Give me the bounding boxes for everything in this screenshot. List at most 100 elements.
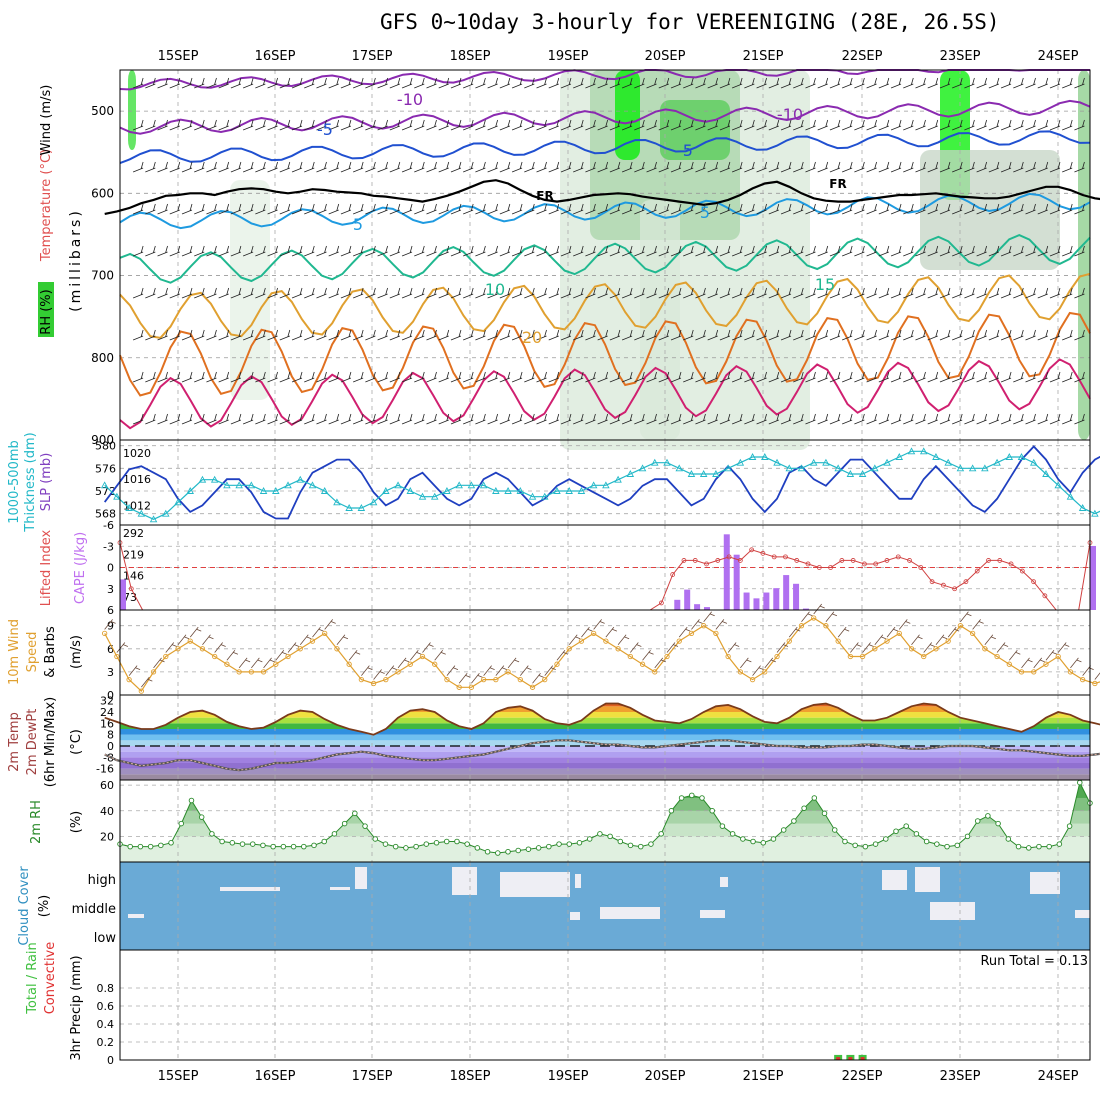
wind-barb	[401, 245, 413, 257]
wind-barb	[842, 329, 853, 341]
wind-barb	[218, 329, 230, 341]
wind-barb	[194, 413, 205, 425]
wind-barb	[279, 77, 291, 89]
wind-barb	[890, 287, 902, 299]
wind-barb	[304, 77, 315, 89]
wind-barb	[829, 245, 841, 257]
wind-barb	[695, 287, 706, 299]
rh-point	[954, 842, 961, 849]
wind-barb	[438, 77, 450, 89]
rh-point	[1046, 843, 1052, 850]
wind-speed-point	[456, 684, 462, 690]
wind-barb	[707, 287, 719, 299]
temperature-band	[120, 774, 1090, 780]
lifted-index-point	[783, 554, 788, 560]
wind-barb	[842, 161, 853, 173]
rh-color-key	[38, 282, 54, 337]
wind-barb	[132, 119, 144, 131]
cloud-level-label: middle	[72, 902, 116, 917]
wind-barb	[377, 413, 388, 425]
wind-barb	[230, 77, 242, 89]
wind-barb	[499, 161, 511, 173]
wind-barb	[609, 413, 621, 425]
wind-barb	[952, 287, 963, 299]
wind-barb	[1000, 203, 1012, 215]
wind-barb	[646, 329, 657, 341]
wind-barb	[291, 329, 303, 341]
wind-barb	[165, 642, 177, 653]
thickness-point	[272, 487, 280, 494]
wind-barb	[316, 329, 327, 341]
wind-barb	[385, 665, 397, 676]
wind-barb	[275, 649, 287, 661]
wind-barb	[621, 77, 633, 89]
wind-barb	[597, 245, 609, 257]
wind-barb	[854, 329, 865, 341]
wind-barb	[422, 642, 434, 653]
wind-speed-point	[578, 638, 585, 644]
wind-barb	[805, 287, 816, 299]
wind-barb	[744, 329, 755, 341]
wind-barb	[365, 329, 376, 341]
wind-barb	[719, 203, 731, 215]
wind-barb	[890, 413, 902, 425]
wind-barb	[401, 329, 413, 341]
wind-barb	[817, 77, 829, 89]
wind-barb	[1025, 329, 1036, 341]
wind-barb	[658, 371, 670, 383]
cape-panel: -6 -3 0 3 6 292 219 146 73 Lifted Index CAPE (J/kg…	[39, 519, 1096, 617]
lifted-index-point	[726, 554, 732, 560]
wind-barb	[141, 676, 153, 688]
wind-barb	[560, 245, 572, 257]
wind-barb	[206, 287, 217, 299]
wind-barb	[157, 203, 168, 215]
wind-barb	[414, 371, 425, 383]
wind-barb	[475, 371, 486, 383]
wind-barb	[328, 77, 340, 89]
wind-barb	[181, 287, 193, 299]
wind-barb	[365, 77, 376, 89]
wind-barb	[756, 119, 767, 131]
wind-barb	[230, 119, 242, 131]
wind-speed-point	[358, 676, 365, 683]
wind-barb	[365, 371, 376, 383]
thickness-point	[553, 487, 561, 494]
wind-barb	[939, 203, 951, 215]
cloud-clear-area	[128, 914, 144, 918]
lifted-index-point	[794, 558, 800, 563]
wind-barb	[927, 329, 939, 341]
wind-barb	[976, 371, 988, 383]
wind-barb	[169, 287, 181, 299]
wind-barb	[206, 245, 217, 257]
thickness-point	[956, 464, 965, 472]
wind-barb	[206, 371, 217, 383]
rh-point	[198, 814, 205, 820]
rh-band	[120, 782, 1090, 798]
cape-bar	[703, 607, 710, 610]
contour-label: 20	[522, 328, 542, 347]
wind-barb	[353, 371, 364, 383]
wind-barb	[242, 413, 254, 425]
wind-barb	[524, 119, 535, 131]
wind-barb	[744, 77, 755, 89]
wind-barb	[621, 413, 633, 425]
temperature-tick-label: -16	[96, 763, 114, 776]
wind-barb	[389, 119, 401, 131]
rh-point	[964, 833, 971, 840]
wind-barb	[353, 287, 364, 299]
date-label-top: 17SEP	[352, 49, 393, 64]
thickness-point	[626, 470, 635, 477]
wind-barb	[206, 161, 217, 173]
wind-barb	[324, 619, 336, 630]
wind-barb	[426, 371, 437, 383]
wind-barb	[336, 634, 349, 646]
wind-barb	[132, 371, 144, 383]
wind-barb	[1062, 245, 1073, 257]
wind-barb	[597, 371, 609, 383]
wind-barb	[585, 329, 596, 341]
wind-barb	[947, 626, 960, 638]
wind-barb	[658, 119, 670, 131]
wind-barb	[414, 119, 425, 131]
wind-speed-point	[554, 661, 560, 667]
wind-speed-point	[749, 676, 756, 683]
